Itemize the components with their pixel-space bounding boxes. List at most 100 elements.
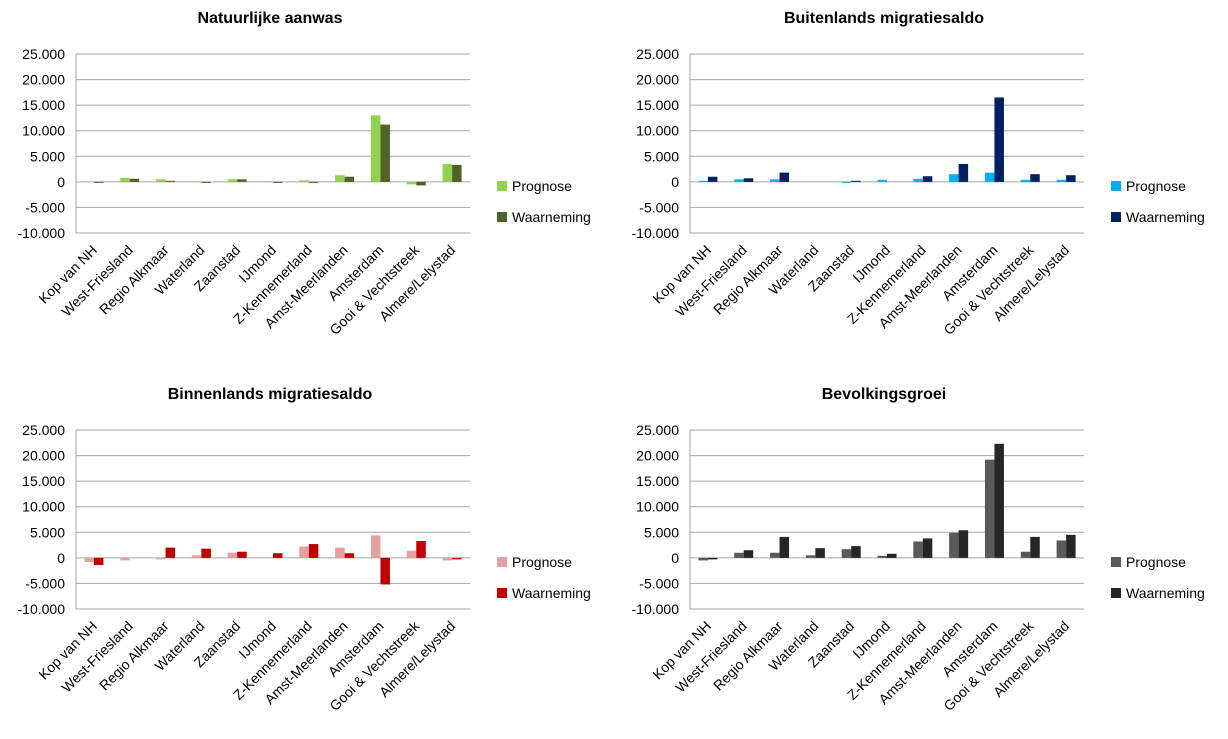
chart-buitenlands-migratiesaldo: Buitenlands migratiesaldo -10.000 -5.000 0… — [614, 0, 1228, 363]
bar-waarneming — [165, 547, 176, 558]
bar-prognose — [84, 557, 94, 562]
y-tick-label: 20.000 — [636, 72, 679, 88]
chart-natuurlijke-aanwas: Natuurlijke aanwas -10.000 -5.000 0 5.000 10… — [0, 0, 614, 363]
y-tick-label: 20.000 — [636, 448, 679, 464]
y-tick-label: -5.000 — [639, 575, 679, 591]
chart-svg: -10.000 -5.000 0 5.000 10.000 15.000 20.000 25.… — [18, 422, 470, 714]
y-tick-label: 20.000 — [22, 72, 65, 88]
bar-prognose — [335, 175, 345, 182]
bar-prognose — [805, 555, 816, 558]
bar-prognose — [841, 549, 852, 558]
y-tick-label: 10.000 — [636, 499, 679, 515]
bar-prognose — [227, 552, 238, 558]
bar-prognose — [698, 557, 708, 561]
legend-item-prognose: Prognose — [497, 552, 591, 572]
bar-prognose — [406, 550, 417, 558]
bar-waarneming — [93, 181, 104, 183]
legend-label: Prognose — [1126, 178, 1186, 194]
bar-prognose — [770, 552, 780, 558]
bar-waarneming — [922, 176, 933, 182]
y-tick-label: 25.000 — [22, 422, 65, 438]
legend-item-waarneming: Waarneming — [1111, 207, 1205, 227]
bar-waarneming — [273, 181, 283, 183]
bar-prognose — [299, 546, 309, 558]
bar-waarneming — [452, 557, 462, 560]
y-tick-label: 25.000 — [636, 46, 679, 62]
bar-waarneming — [815, 548, 825, 558]
bar-waarneming — [416, 540, 426, 558]
bar-prognose — [984, 172, 995, 182]
bar-prognose — [156, 179, 166, 182]
bar-waarneming — [416, 181, 426, 186]
y-tick-label: -10.000 — [632, 601, 680, 617]
y-tick-label: 0 — [57, 174, 65, 190]
bar-waarneming — [779, 536, 790, 558]
legend-swatch — [1111, 181, 1121, 191]
bar-prognose — [120, 177, 130, 182]
legend-item-waarneming: Waarneming — [1111, 583, 1205, 603]
bar-waarneming — [344, 553, 355, 558]
bar-prognose — [299, 180, 309, 182]
y-tick-label: 5.000 — [30, 148, 65, 164]
bar-prognose — [877, 179, 887, 182]
legend-label: Prognose — [512, 554, 572, 570]
bar-waarneming — [707, 557, 718, 560]
bar-prognose — [949, 174, 959, 182]
y-tick-label: 0 — [671, 174, 679, 190]
y-tick-label: 25.000 — [636, 422, 679, 438]
legend-item-waarneming: Waarneming — [497, 207, 591, 227]
bar-waarneming — [201, 181, 211, 183]
bar-waarneming — [851, 546, 861, 558]
bar-waarneming — [887, 553, 897, 558]
chart-legend: Prognose Waarneming — [497, 176, 591, 238]
bar-waarneming — [922, 538, 933, 558]
bar-prognose — [1056, 540, 1067, 558]
bar-waarneming — [994, 443, 1004, 558]
chart-legend: Prognose Waarneming — [497, 552, 591, 614]
bar-prognose — [335, 547, 345, 558]
bar-prognose — [1020, 551, 1031, 558]
legend-label: Prognose — [1126, 554, 1186, 570]
bar-prognose — [370, 535, 381, 558]
bar-waarneming — [707, 176, 718, 182]
legend-item-prognose: Prognose — [497, 176, 591, 196]
y-tick-label: 20.000 — [22, 448, 65, 464]
bar-prognose — [442, 557, 453, 561]
bar-prognose — [263, 181, 273, 183]
bar-prognose — [734, 552, 744, 558]
bar-prognose — [913, 541, 923, 558]
bar-prognose — [949, 532, 959, 558]
bar-prognose — [877, 555, 887, 558]
chart-svg: -10.000 -5.000 0 5.000 10.000 15.000 20.000 25.… — [18, 46, 470, 338]
legend-swatch — [497, 557, 507, 567]
y-tick-label: -10.000 — [632, 225, 680, 241]
bar-waarneming — [237, 179, 247, 182]
legend-label: Waarneming — [512, 209, 591, 225]
y-tick-label: 25.000 — [22, 46, 65, 62]
bar-prognose — [1056, 179, 1067, 182]
bar-waarneming — [237, 551, 247, 558]
legend-label: Waarneming — [512, 585, 591, 601]
legend-item-waarneming: Waarneming — [497, 583, 591, 603]
chart-svg: -10.000 -5.000 0 5.000 10.000 15.000 20.000 25.… — [632, 46, 1084, 338]
bar-prognose — [442, 163, 453, 182]
chart-title: Binnenlands migratiesaldo — [167, 386, 373, 403]
bar-waarneming — [958, 530, 969, 558]
legend-label: Prognose — [512, 178, 572, 194]
bar-prognose — [120, 557, 130, 561]
bar-waarneming — [779, 172, 790, 182]
bar-prognose — [156, 557, 166, 560]
bar-waarneming — [452, 164, 462, 182]
bar-prognose — [984, 459, 995, 558]
bar-waarneming — [1030, 174, 1040, 182]
y-tick-label: 15.000 — [22, 97, 65, 113]
legend-item-prognose: Prognose — [1111, 552, 1205, 572]
bar-prognose — [370, 115, 381, 182]
y-tick-label: -10.000 — [18, 601, 66, 617]
legend-label: Waarneming — [1126, 209, 1205, 225]
y-tick-label: 0 — [57, 550, 65, 566]
chart-legend: Prognose Waarneming — [1111, 552, 1205, 614]
y-tick-label: -5.000 — [25, 575, 65, 591]
bar-waarneming — [958, 163, 969, 182]
bar-waarneming — [380, 557, 390, 585]
